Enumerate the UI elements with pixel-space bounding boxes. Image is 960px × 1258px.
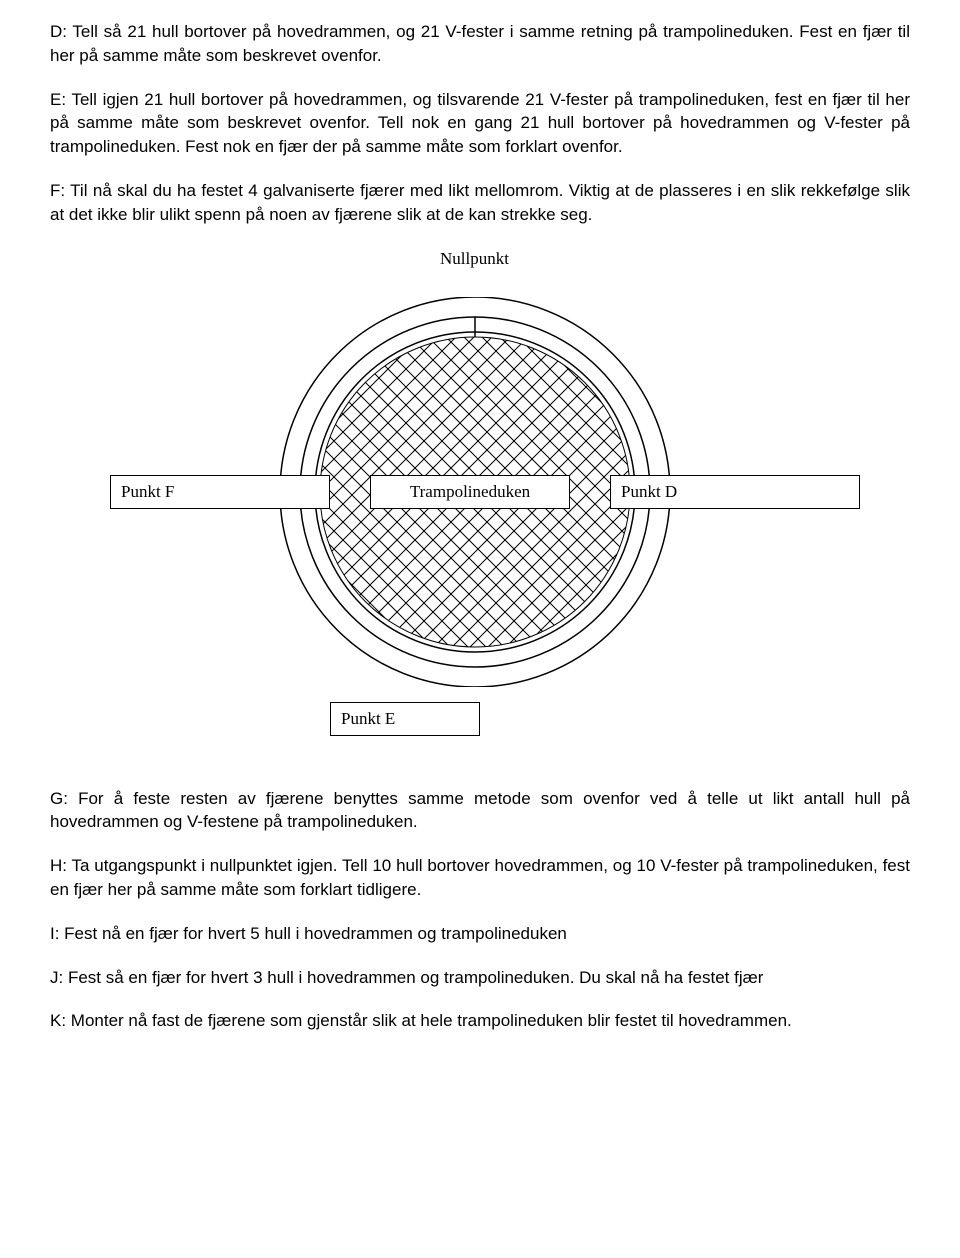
paragraph-h: H: Ta utgangspunkt i nullpunktet igjen. … xyxy=(50,854,910,902)
label-nullpunkt: Nullpunkt xyxy=(440,247,509,271)
paragraph-j: J: Fest så en fjær for hvert 3 hull i ho… xyxy=(50,966,910,990)
label-trampolineduken: Trampolineduken xyxy=(370,475,570,509)
paragraph-d: D: Tell så 21 hull bortover på hovedramm… xyxy=(50,20,910,68)
paragraph-e: E: Tell igjen 21 hull bortover på hovedr… xyxy=(50,88,910,159)
paragraph-g: G: For å feste resten av fjærene benytte… xyxy=(50,787,910,835)
paragraph-i: I: Fest nå en fjær for hvert 5 hull i ho… xyxy=(50,922,910,946)
label-punkt-d: Punkt D xyxy=(610,475,860,509)
label-punkt-f: Punkt F xyxy=(110,475,330,509)
paragraph-f: F: Til nå skal du ha festet 4 galvaniser… xyxy=(50,179,910,227)
trampoline-diagram: Nullpunkt Punkt F Trampolineduken Punkt … xyxy=(50,247,910,757)
label-punkt-e: Punkt E xyxy=(330,702,480,736)
paragraph-k: K: Monter nå fast de fjærene som gjenstå… xyxy=(50,1009,910,1033)
